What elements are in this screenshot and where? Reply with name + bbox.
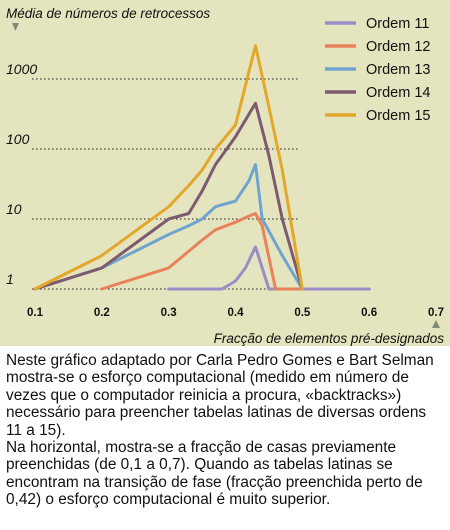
caption-paragraph-2: Na horizontal, mostra-se a fracção de ca… <box>6 439 423 509</box>
plot-panel: 1 10 100 1000 0.1 0.2 0.3 0.4 0.5 0.6 0.7 Média de … <box>0 0 450 346</box>
x-tick-label: 0.7 <box>428 307 444 319</box>
y-tick-label: 100 <box>6 131 30 147</box>
x-tick-label: 0.6 <box>361 307 377 319</box>
legend-label: Ordem 12 <box>366 39 430 55</box>
legend-label: Ordem 14 <box>366 85 430 101</box>
y-axis-title: Média de números de retrocessos <box>6 6 210 21</box>
series-line-ordem-13 <box>33 163 304 291</box>
legend-label: Ordem 11 <box>366 16 429 32</box>
x-axis-arrow <box>432 320 440 328</box>
y-tick-label: 1 <box>6 271 14 287</box>
x-axis-title: Fracção de elementos pré-designados <box>214 331 445 346</box>
x-tick-label: 0.5 <box>294 307 311 319</box>
series-line-ordem-12 <box>100 212 304 291</box>
line-chart: 1 10 100 1000 0.1 0.2 0.3 0.4 0.5 0.6 0.7 Média de … <box>6 6 445 346</box>
series-line-ordem-14 <box>33 101 304 291</box>
y-axis-arrow <box>12 23 19 31</box>
y-tick-label: 10 <box>6 201 22 217</box>
series-line-ordem-11 <box>167 245 371 291</box>
x-tick-label: 0.4 <box>228 307 245 319</box>
figure-caption: Neste gráfico adaptado por Carla Pedro G… <box>0 346 450 530</box>
legend-label: Ordem 13 <box>366 62 430 78</box>
x-tick-label: 0.1 <box>27 307 44 319</box>
caption-paragraph-1: Neste gráfico adaptado por Carla Pedro G… <box>6 352 434 439</box>
series-line-ordem-15 <box>33 44 304 291</box>
x-tick-label: 0.2 <box>94 307 110 319</box>
legend-label: Ordem 15 <box>366 108 430 124</box>
x-tick-label: 0.3 <box>161 307 177 319</box>
y-tick-label: 1000 <box>6 61 37 77</box>
